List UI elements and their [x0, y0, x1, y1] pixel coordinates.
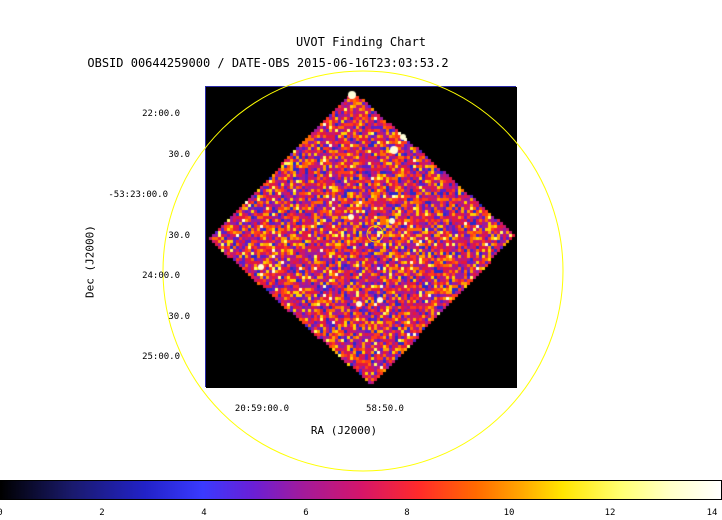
xtick-label: 58:50.0 [366, 404, 404, 414]
chart-title: UVOT Finding Chart [295, 35, 427, 49]
colorbar-tick: 10 [503, 508, 515, 518]
field-of-view-circle [162, 70, 564, 472]
colorbar-tick: 12 [604, 508, 616, 518]
ytick-label: 30.0 [168, 231, 190, 241]
colorbar-tick: 2 [99, 508, 105, 518]
chart-subtitle: OBSID 00644259000 / DATE-OBS 2015-06-16T… [87, 56, 449, 70]
x-axis-label: RA (J2000) [310, 424, 378, 437]
ytick-label: 30.0 [168, 150, 190, 160]
y-axis-label: Dec (J2000) [83, 225, 97, 298]
source-marker-circle [366, 225, 384, 243]
ytick-label: 22:00.0 [142, 109, 180, 119]
ytick-label: 25:00.0 [142, 352, 180, 362]
ytick-label: -53:23:00.0 [108, 190, 168, 200]
xtick-label: 20:59:00.0 [234, 404, 290, 414]
colorbar-tick: 6 [303, 508, 309, 518]
colorbar-tick: 0 [0, 508, 10, 518]
image-frame [205, 86, 517, 388]
ytick-label: 30.0 [168, 312, 190, 322]
colorbar [0, 480, 722, 500]
ytick-label: 24:00.0 [142, 271, 180, 281]
colorbar-tick: 4 [201, 508, 207, 518]
colorbar-tick: 8 [404, 508, 410, 518]
uvot-image [206, 87, 517, 388]
colorbar-tick: 14 [706, 508, 718, 518]
